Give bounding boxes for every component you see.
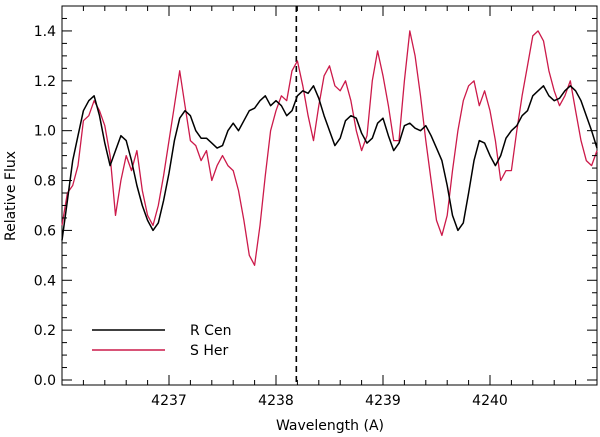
x-tick-label: 4240 [472,393,508,409]
y-tick-label: 1.0 [34,124,56,140]
tick-layer [62,6,597,385]
y-tick-label: 0.2 [34,323,56,339]
x-tick-label: 4239 [365,393,401,409]
x-tick-labels: 4237 4238 4239 4240 [151,393,508,409]
y-tick-label: 1.2 [34,74,56,90]
y-tick-label: 0.8 [34,174,56,190]
x-axis-label: Wavelength (A) [276,418,384,434]
series-layer [61,30,598,266]
series-line-s-her [61,30,598,266]
series-line-r-cen [61,85,598,241]
x-tick-label: 4237 [151,393,187,409]
plot-frame [61,5,598,386]
y-tick-label: 1.4 [34,24,56,40]
y-tick-label: 0.0 [34,373,56,389]
y-axis-label: Relative Flux [3,151,19,241]
y-tick-label: 0.4 [34,273,56,289]
legend: R Cen S Her [92,323,231,359]
x-tick-label: 4238 [258,393,294,409]
legend-label-r-cen: R Cen [190,323,231,339]
plot-area [61,5,598,386]
y-tick-label: 0.6 [34,223,56,239]
y-tick-labels: 0.0 0.2 0.4 0.6 0.8 1.0 1.2 1.4 [34,24,56,389]
legend-label-s-her: S Her [190,343,228,359]
